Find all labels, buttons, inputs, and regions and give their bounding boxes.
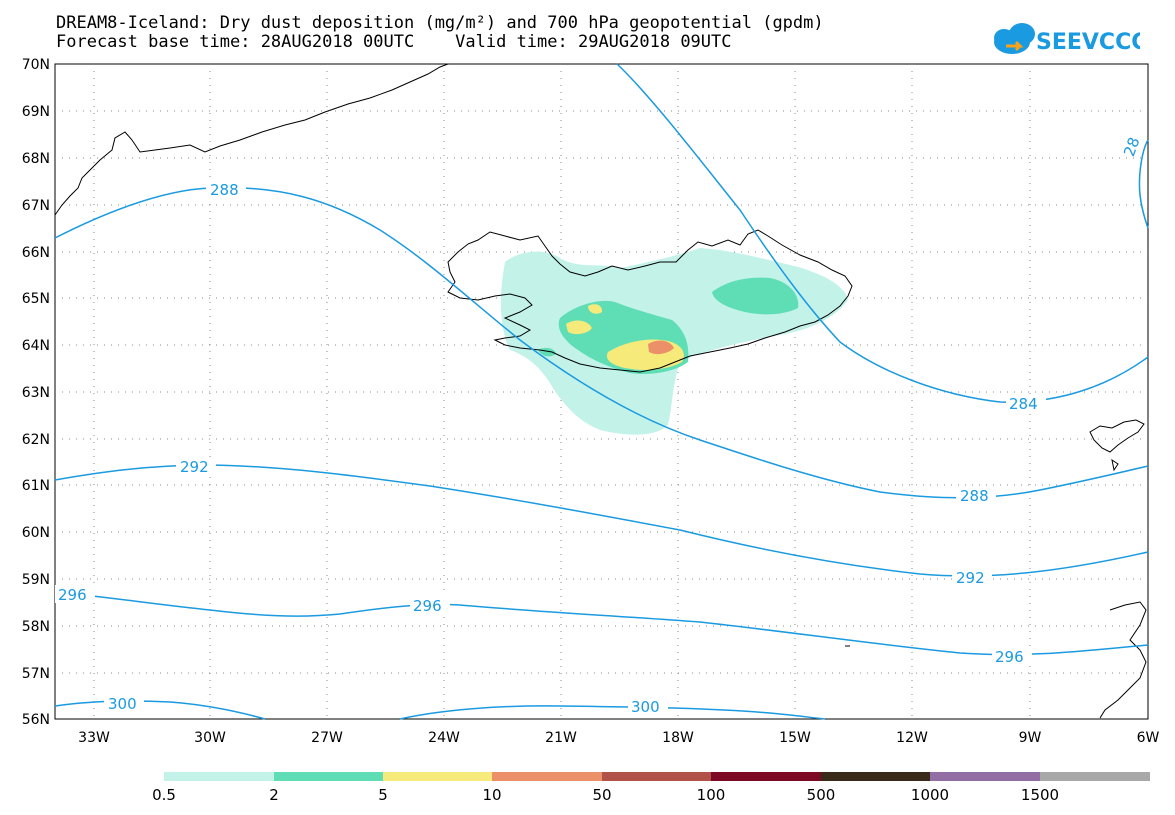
- shetland-islands: [1111, 458, 1119, 472]
- lat-label: 60N: [22, 525, 50, 541]
- contour-label: 292: [180, 458, 209, 476]
- scotland-coast: [1099, 601, 1147, 719]
- lat-label: 70N: [22, 57, 50, 73]
- lon-label: 15W: [779, 730, 811, 746]
- dust-area-medium-small: [588, 304, 603, 314]
- lat-label: 67N: [22, 198, 50, 214]
- lat-label: 57N: [22, 666, 50, 682]
- lat-label: 69N: [22, 104, 50, 120]
- contour-labels: 288 284 288 292 292 296 296 296 300 300 …: [55, 135, 1144, 716]
- lon-label: 9W: [1019, 730, 1042, 746]
- contour-label: 296: [58, 586, 87, 604]
- dust-area-light-east: [712, 277, 799, 315]
- lat-label: 63N: [22, 385, 50, 401]
- contour-line: [54, 464, 1149, 577]
- logo-text: SEEVCCC: [1036, 30, 1140, 55]
- latitude-labels: 70N 69N 68N 67N 66N 65N 64N 63N 62N 61N …: [22, 57, 50, 728]
- cloud-icon: [994, 23, 1035, 54]
- lon-label: 27W: [311, 730, 343, 746]
- greenland-coast: [54, 63, 449, 216]
- contour-label: 288: [960, 487, 989, 505]
- contour-line: [54, 591, 1149, 656]
- iceland-coast: [447, 229, 853, 373]
- lat-label: 59N: [22, 572, 50, 588]
- contour-label: 292: [956, 569, 985, 587]
- lon-label: 30W: [194, 730, 226, 746]
- dust-area-high: [648, 340, 674, 355]
- lon-label: 21W: [545, 730, 577, 746]
- dust-area-medium-west: [566, 320, 592, 335]
- contour-label: 296: [413, 597, 442, 615]
- lat-label: 58N: [22, 619, 50, 635]
- seevccc-logo: SEEVCCC: [994, 23, 1140, 55]
- lon-label: 12W: [896, 730, 928, 746]
- dust-deposition-field: [500, 248, 848, 435]
- lat-label: 61N: [22, 478, 50, 494]
- lon-label: 18W: [662, 730, 694, 746]
- contour-label: 300: [631, 698, 660, 716]
- lon-label: 6W: [1137, 730, 1160, 746]
- contour-line: [399, 705, 826, 720]
- coastlines: [54, 63, 1147, 719]
- contour-line: [1138, 139, 1149, 229]
- contour-label: 284: [1009, 395, 1038, 413]
- lon-label: 33W: [78, 730, 110, 746]
- lat-label: 56N: [22, 712, 50, 728]
- contour-label: 296: [995, 648, 1024, 666]
- lat-label: 64N: [22, 338, 50, 354]
- lat-label: 62N: [22, 432, 50, 448]
- contour-label: 300: [108, 695, 137, 713]
- longitude-labels: 33W 30W 27W 24W 21W 18W 15W 12W 9W 6W: [78, 730, 1159, 746]
- map-title: DREAM8-Iceland: Dry dust deposition (mg/…: [56, 13, 824, 33]
- lon-label: 24W: [428, 730, 460, 746]
- lat-label: 66N: [22, 245, 50, 261]
- lat-label: 68N: [22, 151, 50, 167]
- contour-label: 28: [1120, 135, 1143, 159]
- contour-line: [54, 700, 266, 720]
- contour-label: 288: [210, 181, 239, 199]
- lat-label: 65N: [22, 291, 50, 307]
- map-subtitle: Forecast base time: 28AUG2018 00UTC Vali…: [56, 32, 732, 52]
- contour-line: [616, 63, 1149, 403]
- scotland-north-coast: [1089, 419, 1145, 453]
